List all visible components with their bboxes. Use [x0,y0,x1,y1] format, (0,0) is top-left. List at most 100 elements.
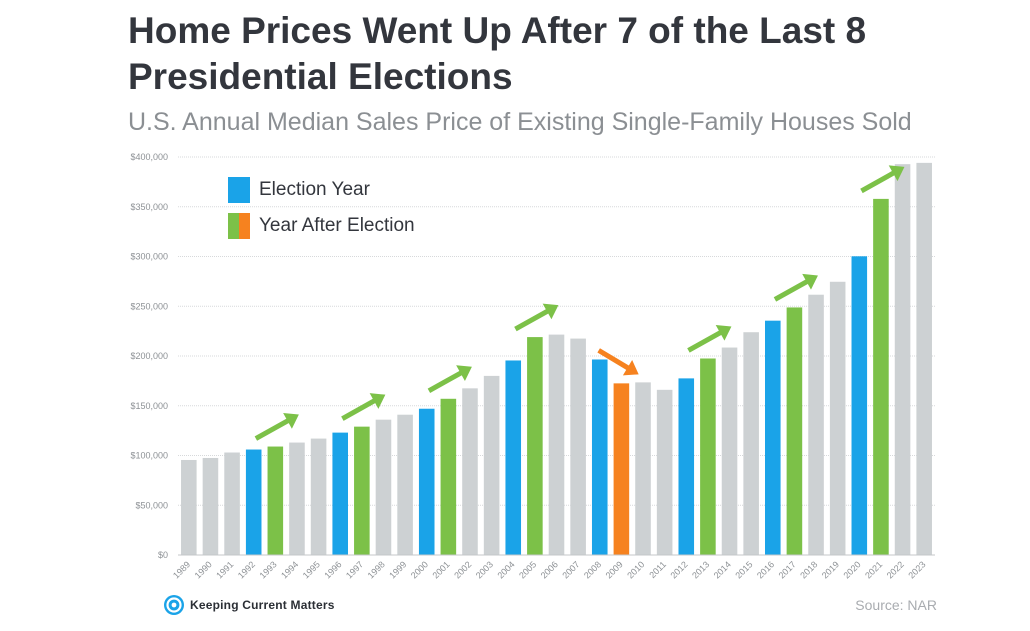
y-tick-label: $350,000 [130,202,168,212]
bar-2013 [700,358,716,555]
bar-2017 [786,307,803,555]
y-tick-label: $250,000 [130,301,168,311]
x-tick-label: 2011 [647,559,668,580]
x-tick-label: 1997 [344,559,365,580]
chart-title: Home Prices Went Up After 7 of the Last … [128,10,867,97]
bar-2002 [462,388,478,555]
bar-2009 [613,383,630,555]
y-tick-label: $100,000 [130,451,168,461]
y-tick-label: $0 [158,550,168,560]
x-tick-label: 2017 [777,559,798,580]
bar-2023 [916,162,932,556]
bar-2014 [721,347,738,555]
y-tick-label: $150,000 [130,401,168,411]
x-tick-label: 1989 [171,559,192,580]
bar-2004 [505,360,522,555]
legend-swatch-part [228,213,239,239]
up-arrow-icon [427,365,472,393]
legend-item-year-after-election: Year After Election [228,213,415,239]
bar-1994 [289,442,305,555]
x-tick-label: 2008 [582,559,603,580]
x-tick-label: 2004 [495,559,516,580]
bar-2006 [548,334,565,555]
bar-2000 [418,408,435,555]
kcm-logo-icon [164,595,184,615]
x-tick-label: 2006 [539,559,560,580]
x-tick-label: 2020 [841,559,862,580]
bar-2020 [851,256,868,555]
bar-2011 [656,389,673,555]
x-tick-label: 2016 [755,559,776,580]
bar-2018 [808,294,824,555]
bar-2021 [873,198,889,555]
x-tick-label: 2009 [604,559,625,580]
bar-2008 [591,359,608,555]
x-tick-label: 2003 [474,559,495,580]
bar-1993 [267,446,284,555]
x-tick-label: 2023 [906,559,927,580]
bar-2001 [440,398,457,555]
up-arrow-icon [860,165,905,194]
x-tick-label: 1990 [193,559,214,580]
bar-2019 [829,281,846,555]
y-tick-label: $200,000 [130,351,168,361]
chart-subtitle: U.S. Annual Median Sales Price of Existi… [128,108,912,136]
x-tick-label: 1995 [301,559,322,580]
x-tick-label: 2018 [798,559,819,580]
legend-item-election-year: Election Year [228,177,370,203]
bar-1997 [354,426,370,555]
bar-1989 [181,459,197,555]
x-tick-label: 2015 [733,559,754,580]
x-tick-label: 1992 [236,559,257,580]
x-tick-label: 1999 [387,559,408,580]
legend-swatch-part [239,213,250,239]
bar-2015 [743,332,759,555]
bar-1992 [245,449,262,555]
x-tick-label: 2005 [517,559,538,580]
bar-2022 [894,164,911,555]
x-tick-label: 1994 [279,559,300,580]
x-tick-label: 1996 [322,559,343,580]
bar-2010 [635,382,651,555]
bar-2003 [483,375,500,555]
x-tick-label: 2012 [668,559,689,580]
x-tick-label: 2002 [452,559,473,580]
bar-2005 [527,337,543,555]
bar-1991 [224,452,240,555]
bar-2012 [678,378,695,555]
x-tick-label: 2013 [690,559,711,580]
up-arrow-icon [773,273,818,302]
y-tick-label: $50,000 [135,500,168,510]
bar-2007 [570,338,586,555]
legend-swatch-year-after-election [228,213,250,239]
legend-label-election-year: Election Year [259,179,370,200]
x-tick-label: 2000 [409,559,430,580]
brand-logo: Keeping Current Matters [163,594,335,616]
bar-1995 [310,438,327,555]
y-tick-label: $400,000 [130,152,168,162]
x-tick-label: 2014 [712,559,733,580]
source-note: Source: NAR [855,597,937,613]
up-arrow-icon [341,393,386,421]
down-arrow-icon [597,348,639,376]
bar-1998 [375,419,392,555]
legend-swatch-election-year [228,177,250,203]
x-tick-label: 2001 [431,559,452,580]
bar-1999 [397,414,413,555]
x-tick-label: 2019 [820,559,841,580]
legend-label-year-after-election: Year After Election [259,215,415,236]
bar-1996 [332,432,349,555]
x-tick-label: 1998 [366,559,387,580]
x-tick-label: 2021 [863,559,884,580]
bar-1990 [202,457,219,555]
up-arrow-icon [514,303,559,332]
up-arrow-icon [254,413,299,441]
bar-2016 [764,320,781,555]
x-tick-label: 1993 [258,559,279,580]
up-arrow-icon [687,324,732,353]
x-tick-label: 2022 [885,559,906,580]
brand-name: Keeping Current Matters [190,598,335,612]
x-tick-label: 2007 [560,559,581,580]
y-tick-label: $300,000 [130,252,168,262]
